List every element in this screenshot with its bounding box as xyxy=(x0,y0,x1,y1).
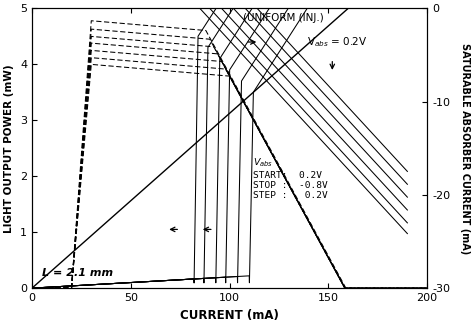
Text: (UNIFORM (INJ.): (UNIFORM (INJ.) xyxy=(243,13,324,23)
Y-axis label: SATURABLE ABSORBER CURRENT (mA): SATURABLE ABSORBER CURRENT (mA) xyxy=(460,43,470,254)
Y-axis label: LIGHT OUTPUT POWER (mW): LIGHT OUTPUT POWER (mW) xyxy=(4,64,14,233)
Text: L = 2.1 mm: L = 2.1 mm xyxy=(42,268,113,278)
X-axis label: CURRENT (mA): CURRENT (mA) xyxy=(180,308,279,321)
Text: V$_{abs}$ = 0.2V: V$_{abs}$ = 0.2V xyxy=(307,35,367,49)
Text: $V_{abs}$
START:  0.2V
STOP :  -0.8V
STEP :   0.2V: $V_{abs}$ START: 0.2V STOP : -0.8V STEP … xyxy=(253,157,328,200)
